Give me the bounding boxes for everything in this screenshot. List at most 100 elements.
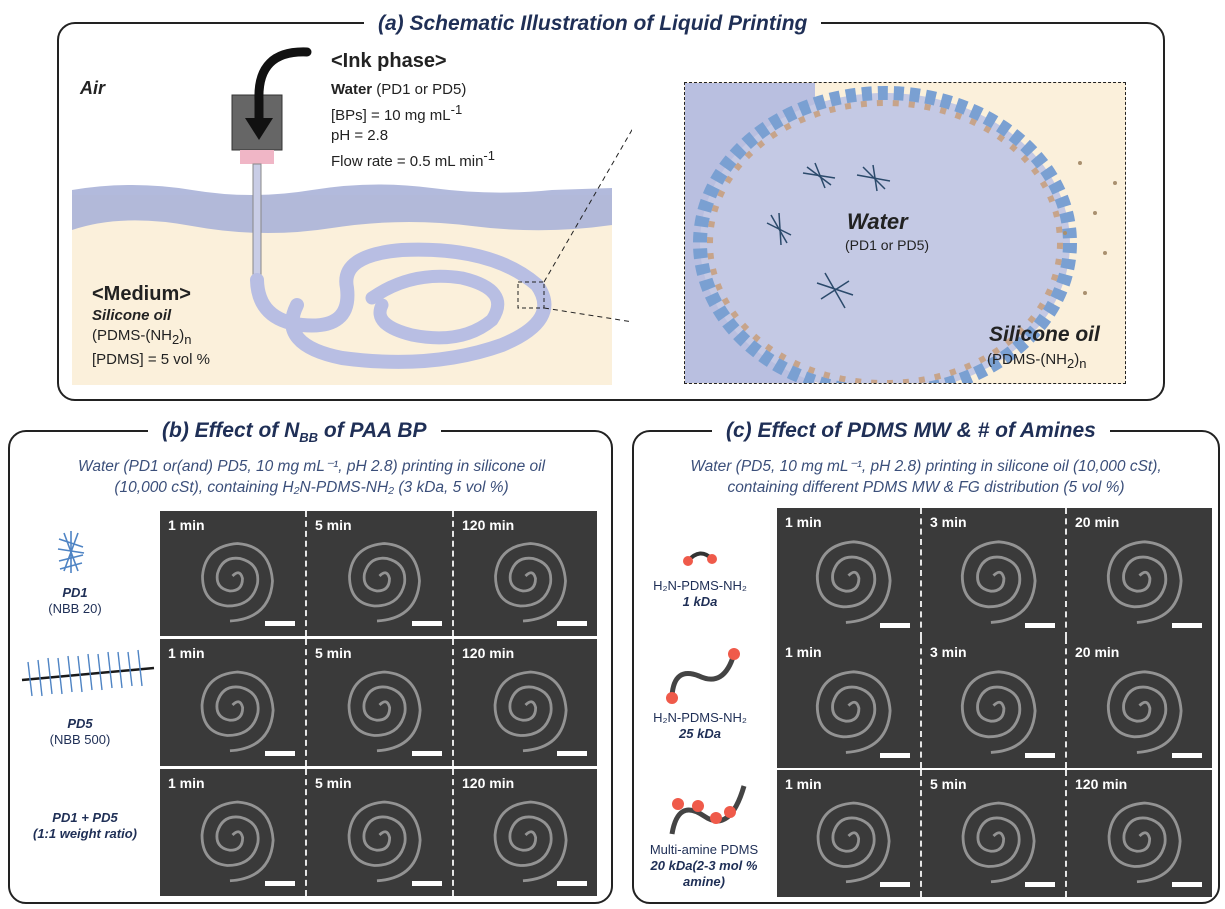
scale-bar <box>265 621 295 626</box>
medium-heading: <Medium> <box>92 283 191 305</box>
medium-oil: Silicone oil <box>92 307 172 324</box>
panel-c-description: Water (PD5, 10 mg mL⁻¹, pH 2.8) printing… <box>636 456 1216 498</box>
panel-b-desc-line2: (10,000 cSt), containing H₂N-PDMS-NH₂ (3… <box>114 479 509 496</box>
panel-b-title-end: of PAA BP <box>318 419 427 442</box>
zoom-water-detail: (PD1 or PD5) <box>845 237 930 253</box>
multi-amine-name: Multi-amine PDMS <box>649 842 759 857</box>
scale-bar <box>880 623 910 628</box>
scale-bar <box>1025 623 1055 628</box>
panel-b-title-text: (b) Effect of N <box>162 419 300 442</box>
pd5-time-2: 5 min <box>315 645 352 661</box>
printed-spiral <box>493 800 568 883</box>
c1-time-3: 20 min <box>1075 514 1120 530</box>
panel-b-desc-line1: Water (PD1 or(and) PD5, 10 mg mL⁻¹, pH 2… <box>77 458 546 475</box>
pd1-brush-icon <box>57 531 85 573</box>
panel-c-desc-line1: Water (PD5, 10 mg mL⁻¹, pH 2.8) printing… <box>690 458 1162 475</box>
printed-spiral <box>961 801 1036 884</box>
printed-spiral <box>200 670 275 753</box>
mix-time-3: 120 min <box>462 775 515 791</box>
pd5-brush-icon <box>21 649 155 697</box>
pdms-25kda-detail: 25 kDa <box>679 726 721 741</box>
medium-formula-n: n <box>184 332 192 347</box>
pd5-name: PD5 <box>67 716 93 731</box>
printed-spiral <box>816 801 891 884</box>
printing-schematic <box>72 47 632 385</box>
c3-time-1: 1 min <box>785 776 822 792</box>
medium-formula-end: ) <box>179 327 185 344</box>
c2-time-2: 3 min <box>930 644 967 660</box>
scale-bar <box>880 882 910 887</box>
ink-phase-details: Water (PD1 or PD5) [BPs] = 10 mg mL-1 pH… <box>331 80 495 172</box>
printed-spiral <box>1106 670 1183 754</box>
pd1-detail: (NBB 20) <box>48 601 102 616</box>
multi-amine-detail2: amine) <box>683 874 725 889</box>
ink-bps: [BPs] = 10 mg mL <box>331 107 451 124</box>
scale-bar <box>1025 882 1055 887</box>
pd1-photo-strip: 1 min 5 min 120 min <box>160 511 597 636</box>
printed-spiral <box>493 670 568 753</box>
zoom-formula-n: n <box>1079 356 1087 371</box>
zoom-formula-sub: 2 <box>1067 356 1075 371</box>
zoom-formula-end: ) <box>1074 351 1080 368</box>
pd5-time-1: 1 min <box>168 645 205 661</box>
multi-amine-label: Multi-amine PDMS 20 kDa(2-3 mol % amine) <box>634 842 774 890</box>
ink-flow: Flow rate = 0.5 mL min <box>331 153 484 170</box>
pdms-1kda-photo-strip: 1 min 3 min 20 min <box>777 508 1212 638</box>
panel-c-title: (c) Effect of PDMS MW & # of Amines <box>712 417 1110 445</box>
panel-b-title: (b) Effect of NBB of PAA BP <box>148 417 441 453</box>
c3-time-2: 5 min <box>930 776 967 792</box>
printed-spiral <box>1107 801 1182 884</box>
scale-bar <box>1172 882 1202 887</box>
mix-time-1: 1 min <box>168 775 205 791</box>
pdms-25kda-label: H₂N-PDMS-NH₂ 25 kDa <box>640 710 760 742</box>
c3-time-3: 120 min <box>1075 776 1128 792</box>
panel-b-title-sub: BB <box>299 430 319 446</box>
ink-flow-sup: -1 <box>483 148 495 163</box>
printed-spiral <box>960 670 1037 754</box>
water-droplet-illustration <box>685 83 1117 383</box>
multi-amine-photo-strip: 1 min 5 min 120 min <box>777 770 1212 897</box>
scale-bar <box>265 751 295 756</box>
printed-spiral <box>815 670 892 754</box>
pd5-detail: (NBB 500) <box>49 732 111 747</box>
pd5-row-label: PD5 (NBB 500) <box>40 716 120 748</box>
pd1-pd5-row-label: PD1 + PD5 (1:1 weight ratio) <box>20 810 150 842</box>
short-pdms-icon <box>683 551 717 566</box>
pd5-time-3: 120 min <box>462 645 515 661</box>
scale-bar <box>557 751 587 756</box>
ink-water-detail: (PD1 or PD5) <box>376 81 467 98</box>
long-pdms-icon <box>666 648 740 704</box>
scale-bar <box>1025 753 1055 758</box>
c1-time-1: 1 min <box>785 514 822 530</box>
medium-formula-sub: 2 <box>172 332 180 347</box>
zoom-inset: Water (PD1 or PD5) Silicone oil (PDMS-(N… <box>684 82 1126 384</box>
printed-spiral <box>1106 540 1183 624</box>
panel-a-title: (a) Schematic Illustration of Liquid Pri… <box>364 10 822 38</box>
zoom-oil-label: Silicone oil <box>989 323 1100 346</box>
panel-b-description: Water (PD1 or(and) PD5, 10 mg mL⁻¹, pH 2… <box>14 456 609 498</box>
pd1-name: PD1 <box>62 585 88 600</box>
printed-spiral <box>347 800 422 883</box>
c2-time-3: 20 min <box>1075 644 1120 660</box>
printed-spiral <box>494 542 567 623</box>
pd1-time-3: 120 min <box>462 517 515 533</box>
pd1-pd5-photo-strip: 1 min 5 min 120 min <box>160 769 597 896</box>
pd1-time-1: 1 min <box>168 517 205 533</box>
scale-bar <box>412 621 442 626</box>
pdms-1kda-detail: 1 kDa <box>682 594 718 609</box>
ink-bps-sup: -1 <box>450 102 463 117</box>
scale-bar <box>412 881 442 886</box>
pdms-25kda-name: H₂N-PDMS-NH₂ <box>653 710 747 725</box>
medium-details: Silicone oil (PDMS-(NH2)n [PDMS] = 5 vol… <box>92 306 210 370</box>
c1-time-2: 3 min <box>930 514 967 530</box>
printed-spiral <box>200 800 275 883</box>
printed-spiral <box>201 542 274 623</box>
pd1-pd5-detail: (1:1 weight ratio) <box>32 826 137 841</box>
multi-amine-detail: 20 kDa(2-3 mol % <box>650 858 758 873</box>
panel-c-desc-line2: containing different PDMS MW & FG distri… <box>727 479 1125 496</box>
printed-spiral <box>960 540 1037 624</box>
ink-phase-heading: <Ink phase> <box>331 50 447 72</box>
zoom-formula: (PDMS-(NH <box>987 351 1067 368</box>
multi-amine-pdms-icon <box>669 785 747 835</box>
scale-bar <box>557 881 587 886</box>
